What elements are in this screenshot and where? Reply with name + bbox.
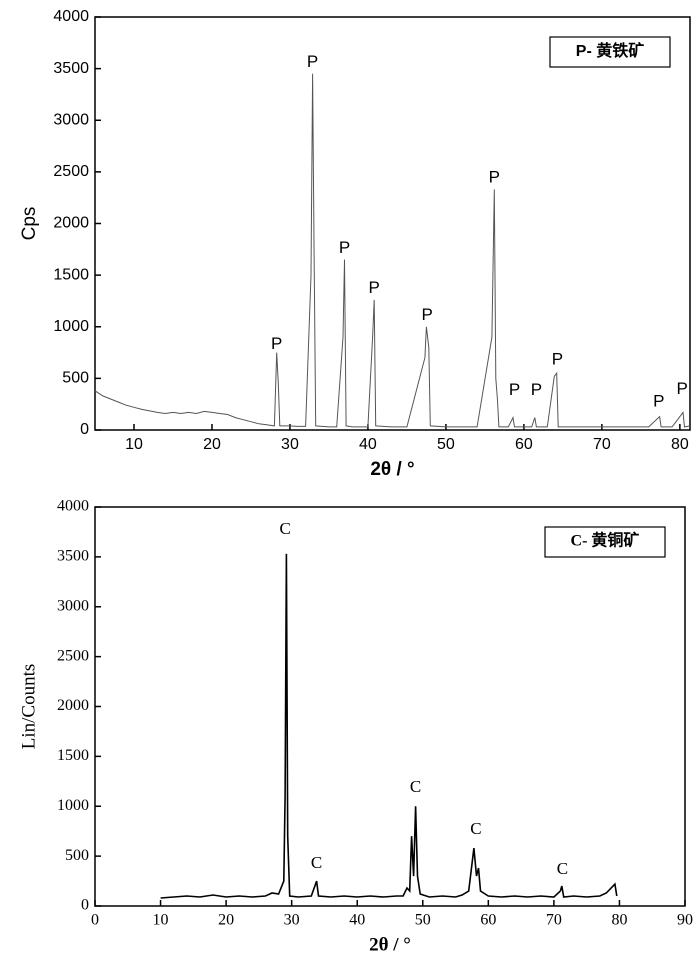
peak-label: C <box>470 819 481 838</box>
y-tick-label: 3000 <box>53 111 89 128</box>
peak-label: P <box>552 349 563 368</box>
x-tick-label: 30 <box>284 912 300 929</box>
y-tick-label: 3500 <box>53 60 89 77</box>
peak-label: P <box>339 238 350 257</box>
y-tick-label: 4000 <box>57 498 89 515</box>
data-line <box>94 73 691 428</box>
chart: 0 500 1000 1500 2000 2500 3000 3500 4000 10 20 30 40… <box>19 8 691 480</box>
peak-label: C <box>279 519 290 538</box>
x-tick-label: 90 <box>677 912 693 929</box>
x-tick-label: 20 <box>218 912 234 929</box>
peak-label: P <box>677 379 688 398</box>
plot-frame <box>94 16 691 431</box>
x-tick-label: 10 <box>153 912 169 929</box>
y-tick-label: 1000 <box>53 318 89 335</box>
peak-label: P <box>271 334 282 353</box>
x-tick-label: 80 <box>611 912 627 929</box>
x-tick-label: 60 <box>480 912 496 929</box>
chart: 0 500 1000 1500 2000 2500 3000 3500 4000 0 10 20 30 4… <box>18 498 693 956</box>
y-tick-label: 0 <box>81 897 89 914</box>
y-tick-label: 2500 <box>57 647 89 664</box>
peak-label: P <box>653 392 664 411</box>
legend-label: C- 黄铜矿 <box>571 531 640 550</box>
legend-box <box>544 526 666 558</box>
y-tick-label: 0 <box>80 421 89 438</box>
y-tick-label: 3500 <box>57 548 89 565</box>
y-tick-label: 1500 <box>53 266 89 283</box>
peak-label: P <box>509 380 520 399</box>
y-tick-label: 3000 <box>57 597 89 614</box>
x-tick-label: 80 <box>671 436 689 453</box>
y-axis-label: Lin/Counts <box>18 664 39 750</box>
x-tick-label: 60 <box>515 436 533 453</box>
x-tick-label: 70 <box>546 912 562 929</box>
peak-label: P <box>307 52 318 71</box>
y-tick-label: 1500 <box>57 747 89 764</box>
peak-label: C <box>557 859 568 878</box>
peak-label: P <box>369 278 380 297</box>
y-tick-label: 500 <box>62 370 89 387</box>
plot-frame <box>94 506 686 907</box>
legend-label: P- 黄铁矿 <box>576 41 644 60</box>
x-tick-label: 30 <box>281 436 299 453</box>
y-tick-label: 1000 <box>57 797 89 814</box>
x-axis-label: 2θ / ° <box>370 459 414 480</box>
x-tick-label: 50 <box>437 436 455 453</box>
peak-label: C <box>410 777 421 796</box>
y-tick-label: 4000 <box>53 8 89 25</box>
y-tick-label: 500 <box>65 847 89 864</box>
peak-label: C <box>311 853 322 872</box>
x-tick-label: 40 <box>359 436 377 453</box>
y-tick-label: 2000 <box>53 215 89 232</box>
legend-box <box>549 36 671 68</box>
y-tick-label: 2500 <box>53 163 89 180</box>
x-tick-label: 0 <box>91 912 99 929</box>
peak-label: P <box>489 168 500 187</box>
data-line <box>160 553 618 899</box>
peak-label: P <box>422 305 433 324</box>
y-tick-label: 2000 <box>57 697 89 714</box>
x-axis-label: 2θ / ° <box>369 934 411 955</box>
y-axis-label: Cps <box>19 207 40 241</box>
x-tick-label: 40 <box>349 912 365 929</box>
x-tick-label: 10 <box>125 436 143 453</box>
peak-label: P <box>531 380 542 399</box>
x-tick-label: 50 <box>415 912 431 929</box>
x-tick-label: 20 <box>203 436 221 453</box>
x-tick-label: 70 <box>593 436 611 453</box>
